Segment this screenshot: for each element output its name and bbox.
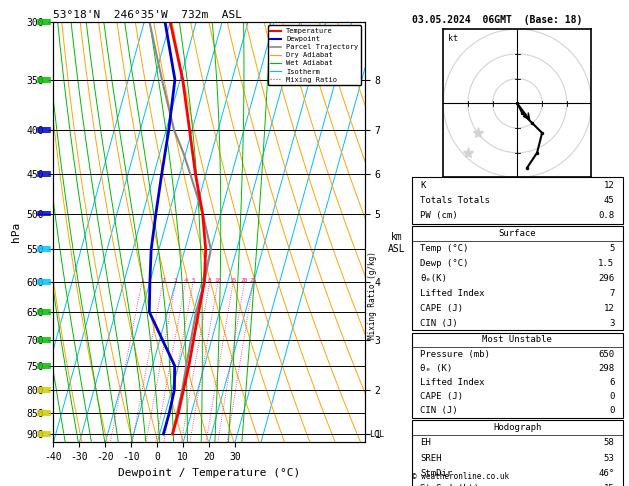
Text: 0.8: 0.8	[598, 211, 615, 220]
Y-axis label: hPa: hPa	[11, 222, 21, 242]
Text: 296: 296	[598, 274, 615, 283]
Text: StmSpd (kt): StmSpd (kt)	[420, 484, 479, 486]
Text: 5: 5	[609, 244, 615, 253]
Text: LCL: LCL	[369, 430, 384, 438]
Text: 650: 650	[598, 349, 615, 359]
Text: Lifted Index: Lifted Index	[420, 378, 485, 387]
Text: Lifted Index: Lifted Index	[420, 289, 485, 297]
Text: Surface: Surface	[499, 229, 536, 238]
Text: 46°: 46°	[598, 469, 615, 478]
Text: 53°18'N  246°35'W  732m  ASL: 53°18'N 246°35'W 732m ASL	[53, 10, 242, 20]
Text: 15: 15	[604, 484, 615, 486]
Text: 3: 3	[174, 278, 178, 283]
Text: StmDir: StmDir	[420, 469, 453, 478]
Text: 20: 20	[241, 278, 248, 283]
Text: θₑ(K): θₑ(K)	[420, 274, 447, 283]
Text: θₑ (K): θₑ (K)	[420, 364, 453, 373]
Text: 4: 4	[184, 278, 187, 283]
Text: 298: 298	[598, 364, 615, 373]
Text: Hodograph: Hodograph	[493, 423, 542, 433]
Text: 03.05.2024  06GMT  (Base: 18): 03.05.2024 06GMT (Base: 18)	[412, 15, 582, 25]
Text: 1.5: 1.5	[598, 259, 615, 268]
Text: CIN (J): CIN (J)	[420, 406, 458, 416]
Text: K: K	[420, 181, 426, 190]
Text: Mixing Ratio (g/kg): Mixing Ratio (g/kg)	[368, 251, 377, 339]
Text: 53: 53	[604, 453, 615, 463]
Text: 0: 0	[609, 392, 615, 401]
Text: 12: 12	[604, 304, 615, 312]
Text: 1: 1	[140, 278, 144, 283]
Text: CIN (J): CIN (J)	[420, 318, 458, 328]
Text: 3: 3	[609, 318, 615, 328]
Text: EH: EH	[420, 438, 431, 448]
Text: SREH: SREH	[420, 453, 442, 463]
Text: PW (cm): PW (cm)	[420, 211, 458, 220]
Text: CAPE (J): CAPE (J)	[420, 392, 464, 401]
Text: Temp (°C): Temp (°C)	[420, 244, 469, 253]
Text: 12: 12	[604, 181, 615, 190]
X-axis label: Dewpoint / Temperature (°C): Dewpoint / Temperature (°C)	[118, 468, 300, 478]
Text: 58: 58	[604, 438, 615, 448]
Text: 8: 8	[208, 278, 211, 283]
Text: 45: 45	[604, 196, 615, 205]
Text: 5: 5	[191, 278, 195, 283]
Text: Most Unstable: Most Unstable	[482, 335, 552, 345]
Text: 25: 25	[250, 278, 257, 283]
Text: 2: 2	[161, 278, 165, 283]
Text: Dewp (°C): Dewp (°C)	[420, 259, 469, 268]
Text: Pressure (mb): Pressure (mb)	[420, 349, 490, 359]
Y-axis label: km
ASL: km ASL	[388, 232, 406, 254]
Text: 10: 10	[214, 278, 221, 283]
Text: 7: 7	[609, 289, 615, 297]
Text: © weatheronline.co.uk: © weatheronline.co.uk	[412, 472, 509, 481]
Text: CAPE (J): CAPE (J)	[420, 304, 464, 312]
Text: 15: 15	[230, 278, 237, 283]
Text: kt: kt	[448, 34, 458, 43]
Legend: Temperature, Dewpoint, Parcel Trajectory, Dry Adiabat, Wet Adiabat, Isotherm, Mi: Temperature, Dewpoint, Parcel Trajectory…	[267, 25, 361, 86]
Text: Totals Totals: Totals Totals	[420, 196, 490, 205]
Text: 6: 6	[609, 378, 615, 387]
Text: 0: 0	[609, 406, 615, 416]
